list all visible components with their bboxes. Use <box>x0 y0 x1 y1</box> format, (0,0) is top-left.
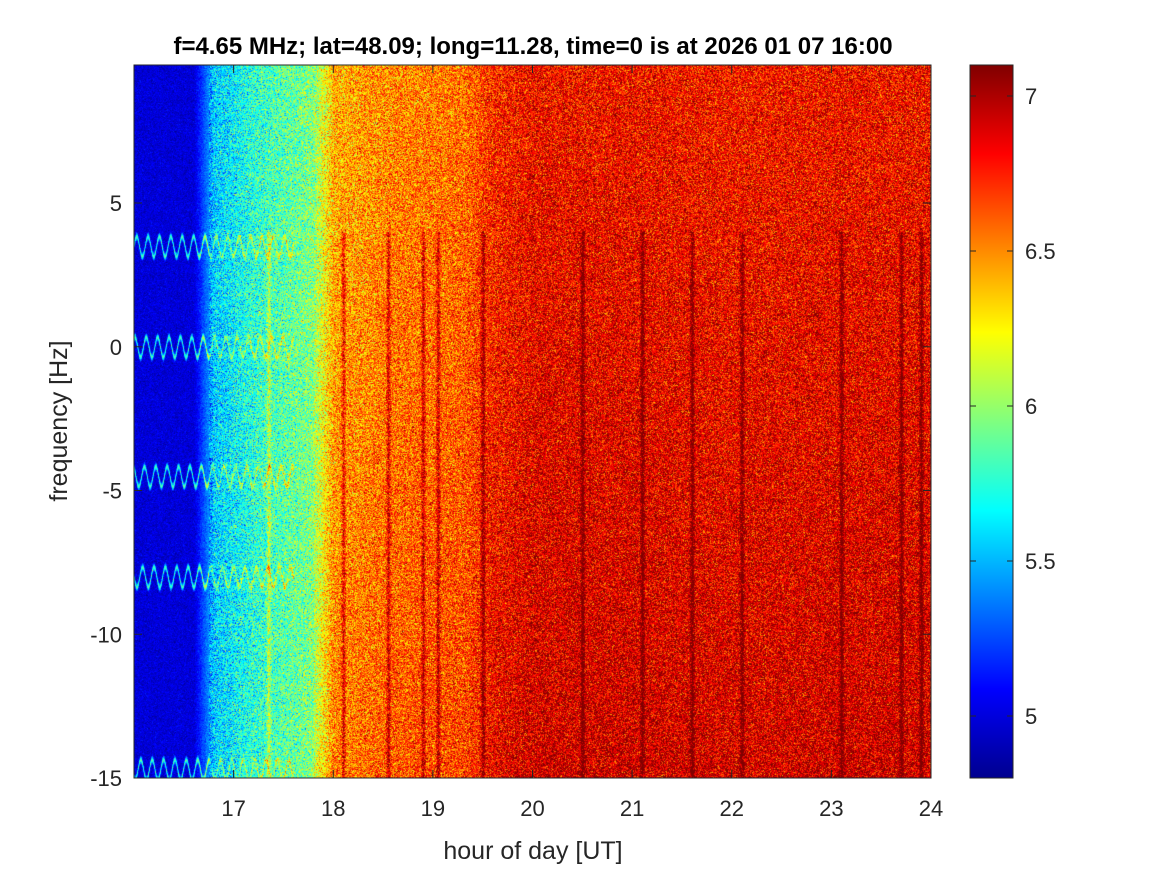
y-tick-label: 0 <box>110 335 122 360</box>
colorbar-frame <box>969 64 1014 779</box>
colorbar-ticks: 5 5.5 6 6.5 7 <box>970 84 1056 729</box>
x-tick-label: 24 <box>919 796 943 821</box>
colorbar-tick-label: 5.5 <box>1025 549 1056 574</box>
x-tick-label: 23 <box>819 796 843 821</box>
x-tick-label: 21 <box>620 796 644 821</box>
colorbar-tick-label: 6 <box>1025 394 1037 419</box>
y-axis-label: frequency [Hz] <box>45 340 73 501</box>
x-tick-label: 20 <box>520 796 544 821</box>
x-axis-label: hour of day [UT] <box>443 837 622 865</box>
y-tick-label: -10 <box>90 622 122 647</box>
chart-title: f=4.65 MHz; lat=48.09; long=11.28, time=… <box>173 33 892 60</box>
x-tick-label: 18 <box>321 796 345 821</box>
x-tick-label: 22 <box>720 796 744 821</box>
y-tick-label: 5 <box>110 191 122 216</box>
x-tick-label: 19 <box>421 796 445 821</box>
x-tick-label: 17 <box>221 796 245 821</box>
x-axis: 17 18 19 20 21 22 23 24 <box>221 65 943 821</box>
colorbar <box>970 65 1013 778</box>
spectrogram-image <box>134 65 931 778</box>
colorbar-tick-label: 5 <box>1025 704 1037 729</box>
y-axis: -15 -10 -5 0 5 <box>90 191 931 791</box>
colorbar-tick-label: 7 <box>1025 84 1037 109</box>
y-tick-label: -5 <box>102 479 122 504</box>
y-tick-label: -15 <box>90 766 122 791</box>
colorbar-tick-label: 6.5 <box>1025 239 1056 264</box>
